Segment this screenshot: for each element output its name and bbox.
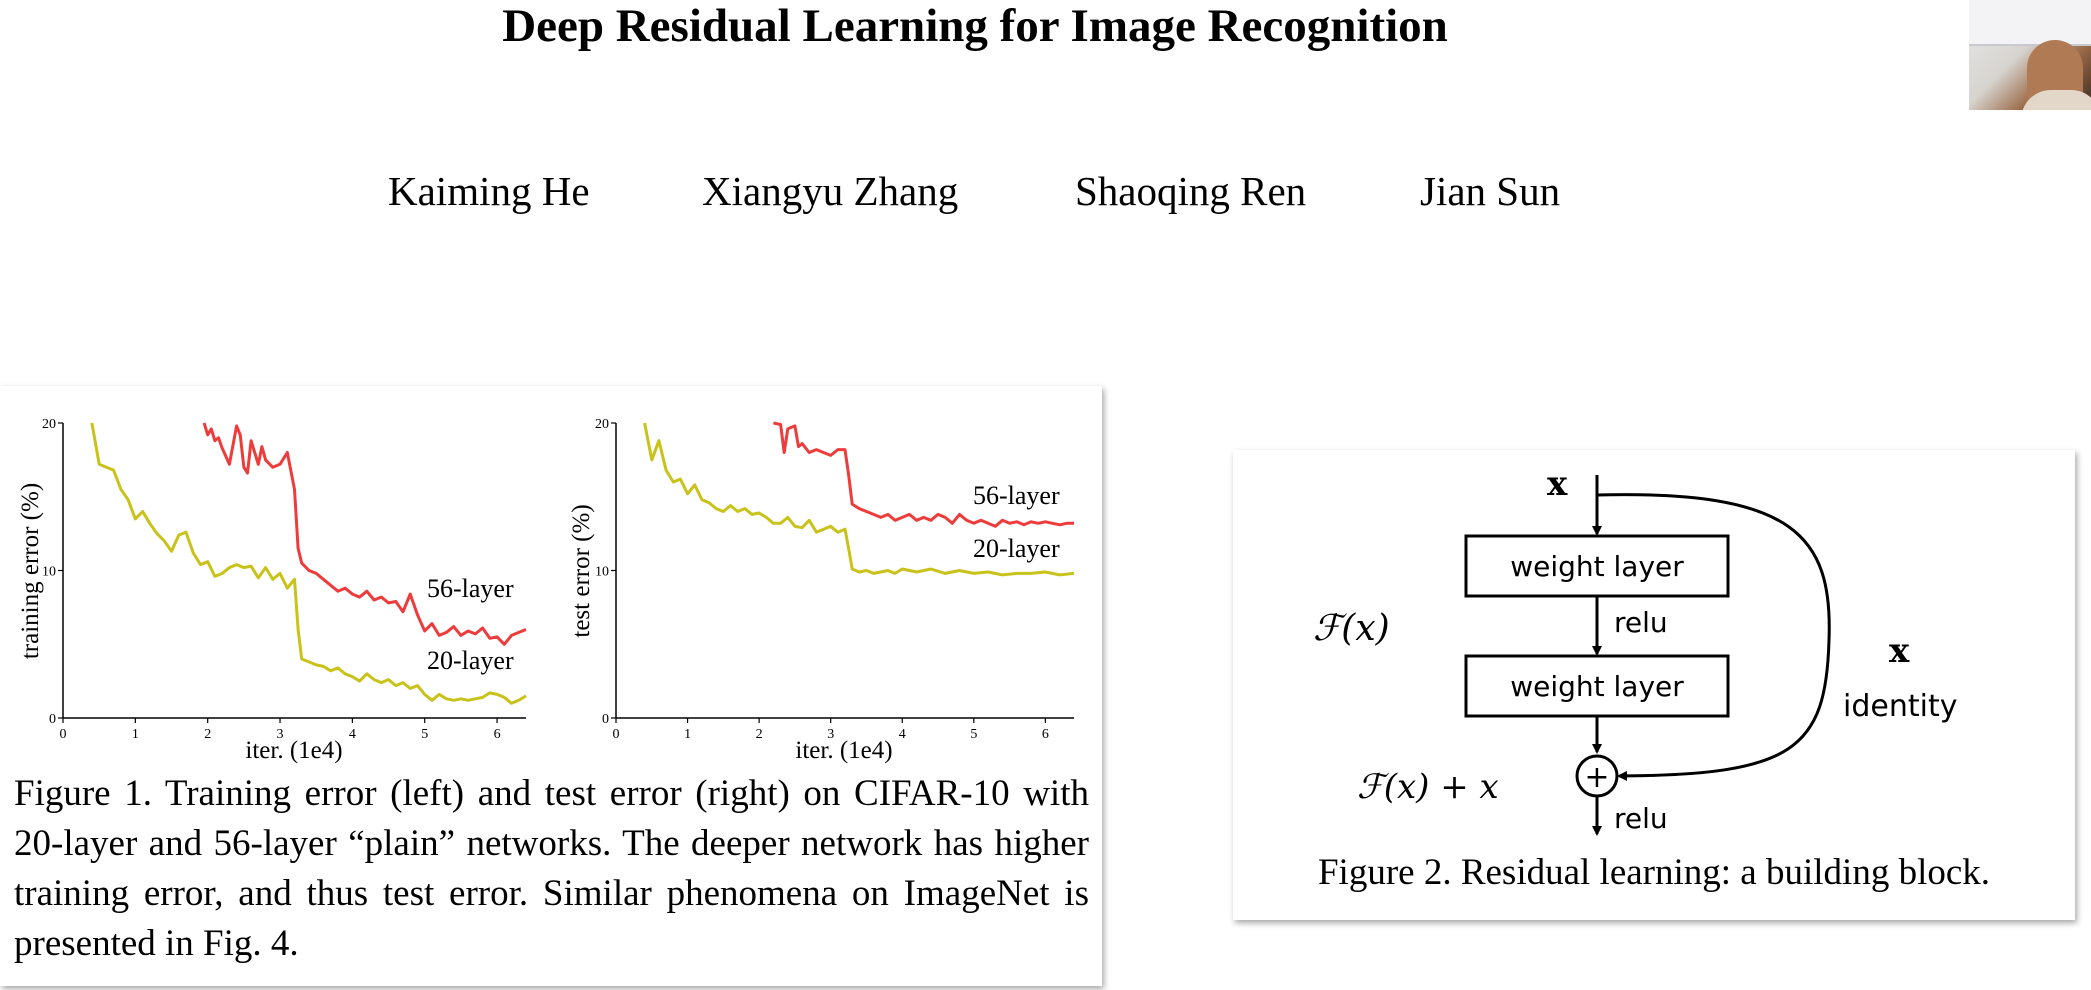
series-line-56-layer [773, 421, 1074, 528]
x-tick-label: 1 [132, 727, 139, 742]
weight-layer-label-2: weight layer [1510, 670, 1684, 703]
series-line-20-layer [90, 422, 527, 705]
relu-label-2: relu [1614, 802, 1668, 835]
figure-2-panel: x weight layer relu weight layer ℱ(x) + … [1233, 450, 2075, 920]
author-name: Jian Sun [1420, 168, 1561, 214]
presenter-shirt [2021, 90, 2091, 110]
series-label-56-layer: 56-layer [427, 574, 514, 603]
presenter-webcam-thumbnail [1969, 0, 2091, 110]
shortcut-x-label: x [1889, 631, 1910, 671]
y-tick-label: 10 [42, 565, 56, 580]
x-tick-label: 0 [60, 727, 67, 742]
x-tick-label: 2 [756, 727, 763, 742]
paper-title: Deep Residual Learning for Image Recogni… [502, 0, 1448, 52]
webcam-background-screen [1969, 0, 2091, 46]
x-tick-label: 5 [970, 727, 977, 742]
series-line-56-layer [202, 422, 527, 646]
input-x-label: x [1547, 464, 1568, 504]
x-tick-label: 5 [421, 727, 428, 742]
figure-1-charts: training error (%) iter. (1e4) 56-layer … [17, 417, 1075, 764]
author-name: Shaoqing Ren [1075, 168, 1307, 214]
series-label-20-layer: 20-layer [427, 646, 514, 675]
sum-label: ℱ(x) + x [1357, 767, 1499, 807]
identity-shortcut-arrow [1596, 493, 1831, 781]
weight-layer-label-1: weight layer [1510, 550, 1684, 583]
x-tick-label: 1 [684, 727, 691, 742]
author-list: Kaiming He Xiangyu Zhang Shaoqing Ren Ji… [0, 166, 1950, 216]
series-line-20-layer [643, 422, 1075, 577]
y-tick-label: 10 [595, 565, 609, 580]
weight-layer-box-2 [1464, 654, 1730, 718]
y-axis-label: training error (%) [17, 483, 44, 659]
x-axis-label: iter. (1e4) [795, 737, 892, 764]
author-name: Kaiming He [388, 168, 590, 214]
x-tick-label: 6 [494, 727, 501, 742]
x-tick-label: 3 [277, 727, 284, 742]
figure-1-caption: Figure 1. Training error (left) and test… [14, 773, 1089, 964]
training-error-chart: training error (%) iter. (1e4) 56-layer … [17, 417, 527, 764]
y-axis-label: test error (%) [568, 504, 595, 637]
plus-symbol: + [1584, 760, 1609, 795]
figure-2-caption: Figure 2. Residual learning: a building … [1317, 852, 1991, 893]
author-name: Xiangyu Zhang [702, 168, 959, 214]
residual-function-label: ℱ(x) [1313, 608, 1390, 649]
y-tick-label: 20 [42, 417, 56, 432]
x-tick-label: 2 [204, 727, 211, 742]
y-tick-label: 20 [595, 417, 609, 432]
figure-1-panel: training error (%) iter. (1e4) 56-layer … [0, 386, 1102, 986]
test-error-chart: test error (%) iter. (1e4) 56-layer 20-l… [568, 417, 1075, 764]
x-tick-label: 3 [827, 727, 834, 742]
relu-label-1: relu [1614, 606, 1668, 639]
x-tick-label: 4 [899, 727, 906, 742]
residual-block-diagram: x weight layer relu weight layer ℱ(x) + … [1313, 464, 1957, 836]
series-label-20-layer: 20-layer [973, 534, 1060, 563]
y-tick-label: 0 [49, 712, 56, 727]
identity-label: identity [1843, 689, 1957, 724]
x-tick-label: 6 [1042, 727, 1049, 742]
x-axis-label: iter. (1e4) [245, 737, 342, 764]
weight-layer-box-1 [1464, 534, 1730, 598]
x-tick-label: 4 [349, 727, 356, 742]
y-tick-label: 0 [602, 712, 609, 727]
series-label-56-layer: 56-layer [973, 481, 1060, 510]
x-tick-label: 0 [613, 727, 620, 742]
